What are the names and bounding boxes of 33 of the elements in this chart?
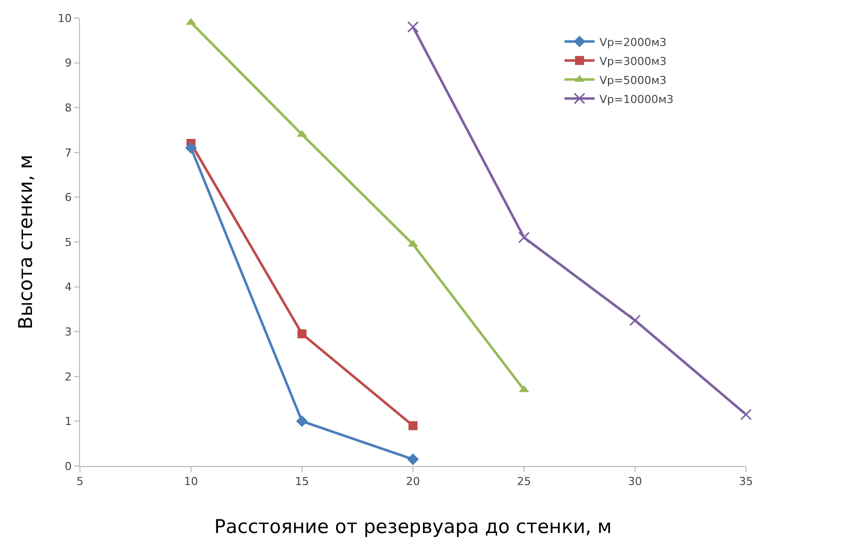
y-tick-label: 3 [64, 325, 72, 338]
y-tick-label: 9 [64, 56, 72, 70]
legend-label: Vр=10000м3 [600, 92, 674, 106]
y-axis-title: Высота стенки, м [15, 154, 37, 330]
x-tick-label: 30 [628, 475, 642, 488]
y-tick-label: 10 [58, 12, 72, 25]
legend-label: Vр=2000м3 [600, 36, 667, 49]
y-tick-label: 6 [64, 191, 72, 204]
point [740, 408, 752, 420]
point [296, 415, 308, 428]
x-tick-label: 5 [76, 475, 84, 488]
y-tick-label: 0 [64, 460, 72, 473]
y-tick-label: 5 [64, 236, 72, 249]
legend-label: Vр=5000м3 [600, 74, 667, 87]
x-tick-label: 25 [517, 475, 531, 488]
x-tick-label: 20 [406, 475, 420, 488]
x-tick-label: 35 [739, 475, 753, 488]
x-tick-label: 10 [184, 475, 198, 488]
point [407, 21, 419, 33]
point [185, 142, 197, 154]
y-tick-label: 1 [64, 415, 72, 428]
legend-label: Vр=3000м3 [600, 54, 667, 68]
y-tick-label: 2 [64, 370, 72, 384]
point [629, 314, 641, 326]
x-axis-title: Расстояние от резервуара до стенки, м [214, 516, 612, 538]
point [518, 232, 530, 244]
y-tick-label: 7 [64, 146, 72, 160]
x-tick-label: 15 [295, 475, 309, 488]
point [298, 329, 306, 338]
y-tick-label: 4 [64, 280, 72, 294]
point [407, 453, 419, 466]
y-tick-label: 8 [64, 101, 72, 114]
point [408, 421, 418, 430]
